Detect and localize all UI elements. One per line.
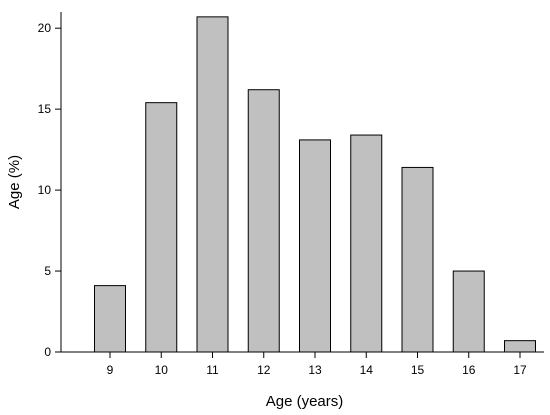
x-tick-label: 11 (206, 363, 219, 377)
y-tick-label: 20 (38, 21, 52, 35)
y-tick-label: 10 (38, 183, 52, 197)
bar-9 (94, 285, 126, 353)
plot-area: 0 5 10 15 20 9 10 11 12 13 14 15 16 17 (38, 12, 544, 377)
x-tick-label: 17 (513, 363, 527, 377)
bar-14 (350, 134, 383, 353)
x-tick-label: 10 (155, 363, 169, 377)
x-tick-label: 14 (360, 363, 374, 377)
x-tick-label: 9 (107, 363, 114, 377)
x-axis-ticks: 9 10 11 12 13 14 15 16 17 (107, 352, 527, 377)
bar-16 (452, 270, 485, 353)
bar-13 (299, 139, 331, 353)
y-tick-label: 5 (44, 264, 51, 278)
x-tick-label: 15 (411, 363, 425, 377)
bar-15 (401, 166, 434, 353)
bar-12 (247, 89, 280, 353)
y-tick-label: 0 (44, 345, 51, 359)
bar-17 (504, 340, 536, 353)
x-tick-label: 13 (308, 363, 322, 377)
x-tick-label: 12 (257, 363, 271, 377)
bars-group (94, 16, 536, 353)
y-axis-title: Age (%) (6, 155, 23, 209)
bar-11 (196, 16, 229, 353)
x-tick-label: 16 (462, 363, 476, 377)
y-tick-label: 15 (38, 102, 52, 116)
bar-10 (145, 102, 178, 353)
x-axis-title: Age (years) (266, 393, 344, 410)
y-axis-ticks: 0 5 10 15 20 (38, 21, 61, 359)
